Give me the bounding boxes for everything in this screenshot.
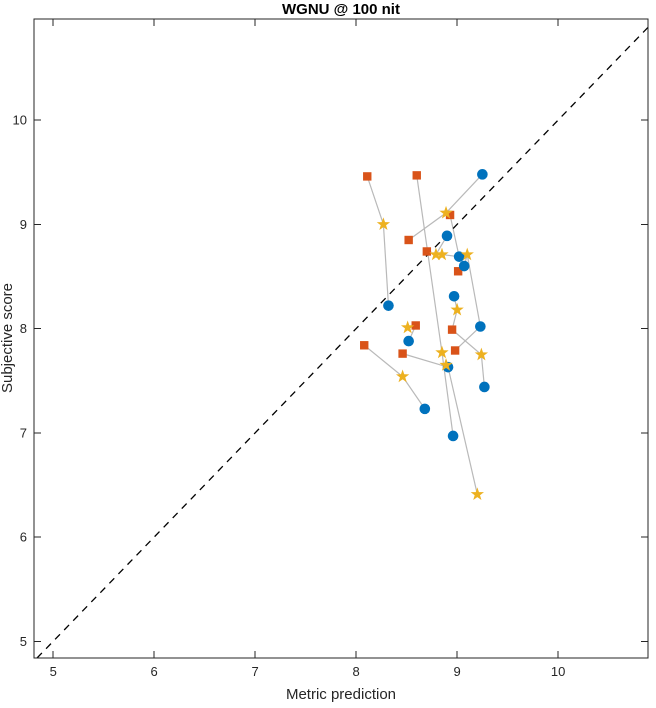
square-marker [445, 210, 455, 220]
x-tick-label: 10 [551, 664, 565, 679]
circle-marker [383, 300, 394, 311]
circle-marker [403, 335, 414, 347]
y-tick-label: 10 [13, 113, 27, 128]
square-marker [453, 267, 463, 276]
star-marker [429, 247, 443, 261]
y-tick-label: 8 [20, 321, 27, 336]
square-marker [447, 325, 457, 334]
plot-layers: 5 6 7 8 9 10 5 6 7 8 9 10 [13, 18, 649, 679]
square-marker [450, 346, 460, 355]
square-marker [363, 172, 372, 181]
star-marker [460, 247, 474, 261]
circle-marker [479, 381, 490, 393]
y-tick-label: 5 [20, 634, 27, 649]
star-marker [439, 358, 453, 371]
circle-marker [475, 321, 486, 332]
square-marker [404, 235, 413, 245]
star-marker [376, 217, 391, 231]
star-marker [435, 247, 449, 261]
x-tick-label: 9 [454, 664, 461, 679]
circle-marker [458, 260, 470, 272]
star-marker [439, 205, 453, 219]
square-marker [360, 341, 369, 350]
y-tick-label: 9 [20, 217, 27, 232]
plot-title: WGNU @ 100 nit [282, 1, 400, 18]
identity-line [36, 26, 649, 659]
circle-marker [447, 430, 459, 442]
star-marker [474, 347, 489, 361]
x-tick-label: 6 [151, 664, 158, 679]
square-marker [411, 321, 420, 330]
y-tick-label: 7 [20, 425, 27, 440]
circle-marker [441, 230, 453, 242]
connector-line [402, 353, 449, 368]
axes-box [33, 18, 649, 659]
square-marker [422, 247, 432, 256]
connector-line [366, 176, 390, 306]
x-tick-label: 8 [353, 664, 360, 679]
y-axis-label: Subjective score [0, 283, 16, 393]
connector-line [447, 367, 478, 495]
circle-marker [448, 290, 460, 302]
star-marker [395, 369, 410, 383]
connector-line [363, 344, 426, 410]
x-tick-label: 7 [252, 664, 259, 679]
star-marker [435, 345, 449, 359]
square-marker [398, 349, 407, 358]
y-tick-label: 6 [20, 530, 27, 545]
circle-marker [453, 251, 465, 262]
connector-line [408, 173, 483, 241]
square-marker [412, 171, 421, 180]
star-marker [450, 302, 464, 316]
x-tick-label: 5 [50, 664, 57, 679]
star-marker [470, 487, 484, 500]
x-axis-label: Metric prediction [286, 686, 396, 703]
circle-marker [477, 169, 488, 180]
star-marker [400, 320, 415, 334]
circle-marker [419, 403, 431, 415]
